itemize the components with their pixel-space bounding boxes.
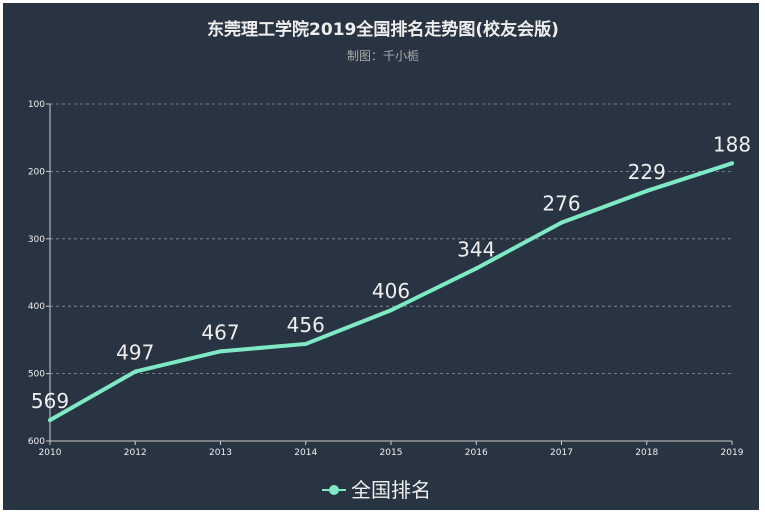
x-tick-label: 2015	[380, 448, 403, 458]
y-tick-label: 600	[28, 437, 45, 447]
x-tick-label: 2010	[39, 448, 62, 458]
data-point[interactable]	[644, 188, 649, 193]
data-point[interactable]	[218, 349, 223, 354]
series-layer: 569 497 467 456 406 344 276 229 188	[31, 132, 751, 423]
data-point[interactable]	[389, 308, 393, 313]
x-tick-label: 2017	[550, 448, 573, 458]
data-label: 344	[457, 237, 495, 261]
line-chart: 东莞理工学院2019全国排名走势图(校友会版) 制图：千小栀 100 200 300…	[28, 19, 751, 502]
x-tick-label: 2016	[465, 448, 488, 458]
data-label: 456	[287, 313, 325, 337]
y-tick-label: 300	[28, 235, 45, 245]
data-label: 569	[31, 389, 69, 413]
chart-panel: 东莞理工学院2019全国排名走势图(校友会版) 制图：千小栀 100 200 300…	[3, 3, 759, 510]
data-label: 467	[201, 320, 239, 344]
data-point[interactable]	[133, 369, 138, 374]
data-point[interactable]	[48, 418, 52, 423]
data-point[interactable]	[730, 161, 734, 166]
data-point[interactable]	[474, 266, 479, 271]
legend-circle-icon	[329, 485, 339, 495]
x-tick-label: 2014	[294, 448, 317, 458]
grid-lines	[50, 103, 732, 375]
data-label: 497	[116, 341, 154, 365]
data-point[interactable]	[303, 341, 308, 346]
data-label: 406	[372, 279, 410, 303]
legend-label[interactable]: 全国排名	[351, 478, 431, 502]
data-point[interactable]	[559, 220, 564, 225]
chart-title: 东莞理工学院2019全国排名走势图(校友会版)	[207, 19, 559, 40]
x-tick-label: 2012	[124, 448, 147, 458]
x-tick-label: 2018	[635, 448, 658, 458]
x-tick-label: 2019	[721, 448, 744, 458]
y-tick-label: 200	[28, 167, 45, 177]
y-tick-label: 400	[28, 302, 45, 312]
data-label: 276	[542, 192, 580, 216]
data-label: 229	[628, 160, 666, 184]
chart-subtitle: 制图：千小栀	[347, 49, 419, 63]
x-tick-label: 2013	[209, 448, 232, 458]
y-tick-label: 100	[28, 100, 45, 110]
legend[interactable]: 全国排名	[322, 478, 431, 502]
y-tick-label: 500	[28, 370, 45, 380]
data-label: 188	[713, 132, 751, 156]
